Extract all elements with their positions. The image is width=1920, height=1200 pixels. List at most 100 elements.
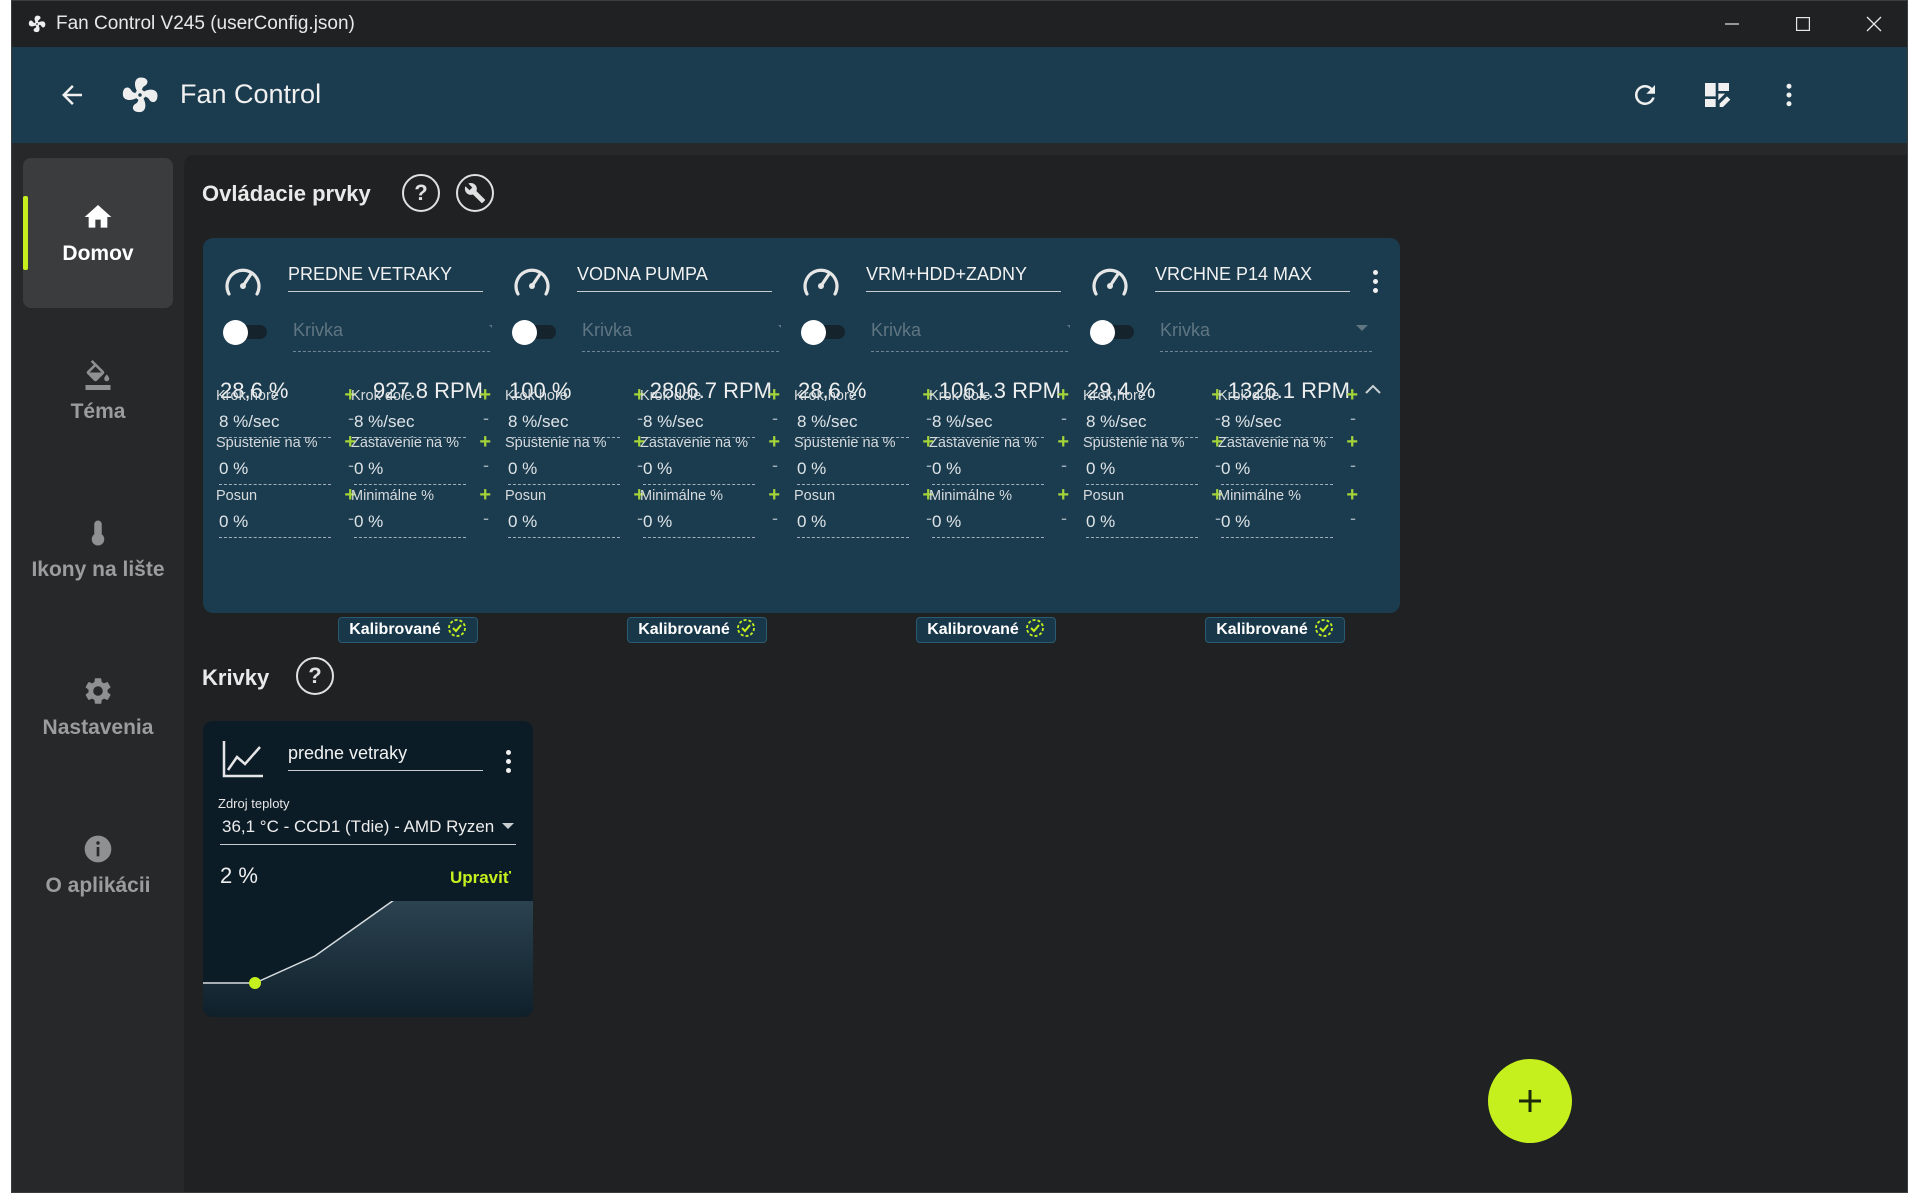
add-fab-button[interactable] <box>1488 1059 1572 1143</box>
dashboard-edit-icon[interactable] <box>1697 75 1737 115</box>
controls-help-button[interactable]: ? <box>402 174 440 212</box>
decrement-button[interactable]: - <box>772 455 778 475</box>
param-value-field[interactable]: 8 %/sec <box>1221 408 1333 438</box>
fan-control-card[interactable]: VODNA PUMPA Krivka 100 % 2806.7 RPM Krok hor… <box>492 238 822 613</box>
param-value-field[interactable]: 0 % <box>1221 508 1333 538</box>
curve-toggle-switch[interactable] <box>223 320 269 345</box>
decrement-button[interactable]: - <box>1061 455 1067 475</box>
fan-name-field[interactable]: PREDNE VETRAKY <box>288 260 483 292</box>
decrement-button[interactable]: - <box>637 508 643 528</box>
nav-item-nastavenia[interactable]: Nastavenia <box>23 632 173 782</box>
fan-name-field[interactable]: VODNA PUMPA <box>577 260 772 292</box>
fan-card-menu-button[interactable] <box>1365 266 1385 296</box>
increment-button[interactable]: + <box>633 484 645 506</box>
curve-select-dropdown[interactable]: Krivka <box>293 320 505 352</box>
curve-toggle-switch[interactable] <box>801 320 847 345</box>
decrement-button[interactable]: - <box>1350 455 1356 475</box>
param-value-field[interactable]: 8 %/sec <box>219 408 331 438</box>
close-button[interactable] <box>1838 1 1907 47</box>
curve-toggle-switch[interactable] <box>512 320 558 345</box>
decrement-button[interactable]: - <box>483 455 489 475</box>
nav-item-domov[interactable]: Domov <box>23 158 173 308</box>
param-value-field[interactable]: 0 % <box>219 455 331 485</box>
decrement-button[interactable]: - <box>483 508 489 528</box>
decrement-button[interactable]: - <box>1215 455 1221 475</box>
param-value-field[interactable]: 0 % <box>1086 455 1198 485</box>
decrement-button[interactable]: - <box>637 408 643 428</box>
param-value-field[interactable]: 0 % <box>354 508 466 538</box>
decrement-button[interactable]: - <box>926 455 932 475</box>
fan-control-card[interactable]: PREDNE VETRAKY Krivka 28,6 % 927.8 RPM Krok … <box>203 238 533 613</box>
param-value-field[interactable]: 8 %/sec <box>354 408 466 438</box>
increment-button[interactable]: + <box>633 431 645 453</box>
increment-button[interactable]: + <box>1057 384 1069 406</box>
increment-button[interactable]: + <box>922 484 934 506</box>
increment-button[interactable]: + <box>1346 484 1358 506</box>
back-arrow-icon[interactable] <box>52 75 92 115</box>
param-value-field[interactable]: 0 % <box>643 455 755 485</box>
decrement-button[interactable]: - <box>483 408 489 428</box>
increment-button[interactable]: + <box>1211 431 1223 453</box>
decrement-button[interactable]: - <box>926 408 932 428</box>
curve-select-dropdown[interactable]: Krivka <box>582 320 794 352</box>
increment-button[interactable]: + <box>1346 384 1358 406</box>
increment-button[interactable]: + <box>479 431 491 453</box>
curve-card[interactable]: predne vetraky Zdroj teploty 36,1 °C - C… <box>203 721 533 1017</box>
maximize-button[interactable] <box>1767 1 1838 47</box>
decrement-button[interactable]: - <box>1350 508 1356 528</box>
param-value-field[interactable]: 8 %/sec <box>797 408 909 438</box>
increment-button[interactable]: + <box>1057 484 1069 506</box>
refresh-icon[interactable] <box>1625 75 1665 115</box>
increment-button[interactable]: + <box>479 384 491 406</box>
fan-control-card[interactable]: VRCHNE P14 MAX Krivka 29,4 % 1326.1 RPM Krok… <box>1070 238 1400 613</box>
curve-menu-button[interactable] <box>498 746 518 776</box>
increment-button[interactable]: + <box>479 484 491 506</box>
increment-button[interactable]: + <box>1211 384 1223 406</box>
edit-curve-button[interactable]: Upraviť <box>449 868 511 887</box>
increment-button[interactable]: + <box>344 484 356 506</box>
increment-button[interactable]: + <box>922 431 934 453</box>
decrement-button[interactable]: - <box>1215 508 1221 528</box>
more-vert-icon[interactable] <box>1769 75 1809 115</box>
increment-button[interactable]: + <box>633 384 645 406</box>
increment-button[interactable]: + <box>1057 431 1069 453</box>
param-value-field[interactable]: 0 % <box>932 455 1044 485</box>
wrench-button[interactable] <box>456 174 494 212</box>
decrement-button[interactable]: - <box>1061 508 1067 528</box>
temperature-source-dropdown[interactable]: 36,1 °C - CCD1 (Tdie) - AMD Ryzen <box>220 815 516 845</box>
decrement-button[interactable]: - <box>348 408 354 428</box>
decrement-button[interactable]: - <box>1215 408 1221 428</box>
param-value-field[interactable]: 0 % <box>1221 455 1333 485</box>
collapse-chevron-icon[interactable] <box>1363 380 1383 400</box>
param-value-field[interactable]: 0 % <box>508 455 620 485</box>
minimize-button[interactable] <box>1696 1 1767 47</box>
param-value-field[interactable]: 0 % <box>643 508 755 538</box>
decrement-button[interactable]: - <box>1350 408 1356 428</box>
increment-button[interactable]: + <box>1211 484 1223 506</box>
increment-button[interactable]: + <box>768 484 780 506</box>
nav-item-ikony-na-liste[interactable]: Ikony na lište <box>23 474 173 624</box>
param-value-field[interactable]: 8 %/sec <box>1086 408 1198 438</box>
increment-button[interactable]: + <box>1346 431 1358 453</box>
fan-name-field[interactable]: VRM+HDD+ZADNY <box>866 260 1061 292</box>
decrement-button[interactable]: - <box>1061 408 1067 428</box>
increment-button[interactable]: + <box>768 431 780 453</box>
decrement-button[interactable]: - <box>348 455 354 475</box>
fan-control-card[interactable]: VRM+HDD+ZADNY Krivka 28,6 % 1061.3 RPM Krok … <box>781 238 1111 613</box>
param-value-field[interactable]: 0 % <box>797 455 909 485</box>
decrement-button[interactable]: - <box>772 408 778 428</box>
increment-button[interactable]: + <box>344 431 356 453</box>
param-value-field[interactable]: 0 % <box>219 508 331 538</box>
decrement-button[interactable]: - <box>348 508 354 528</box>
nav-item-o-aplikacii[interactable]: O aplikácii <box>23 790 173 940</box>
curve-toggle-switch[interactable] <box>1090 320 1136 345</box>
decrement-button[interactable]: - <box>637 455 643 475</box>
param-value-field[interactable]: 0 % <box>354 455 466 485</box>
nav-item-tema[interactable]: Téma <box>23 316 173 466</box>
curve-select-dropdown[interactable]: Krivka <box>871 320 1083 352</box>
curve-name-field[interactable]: predne vetraky <box>288 739 483 771</box>
curve-select-dropdown[interactable]: Krivka <box>1160 320 1372 352</box>
param-value-field[interactable]: 0 % <box>932 508 1044 538</box>
param-value-field[interactable]: 8 %/sec <box>508 408 620 438</box>
increment-button[interactable]: + <box>344 384 356 406</box>
